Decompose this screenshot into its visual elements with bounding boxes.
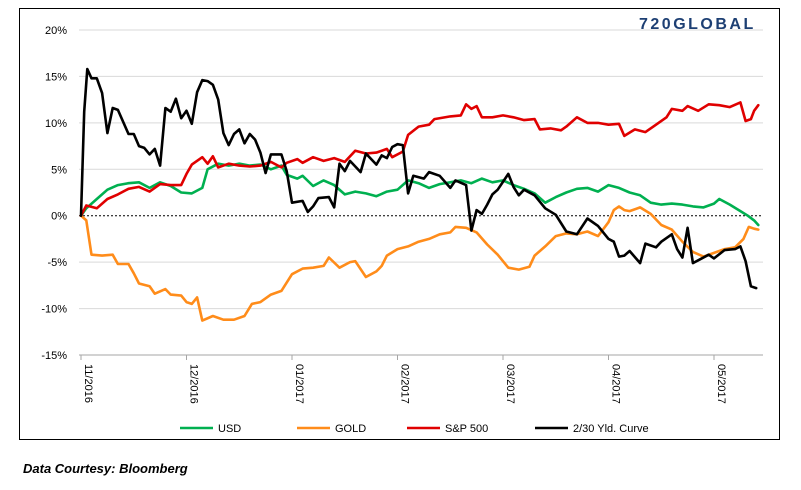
- y-tick-label: 15%: [45, 71, 67, 83]
- legend-label: GOLD: [335, 423, 366, 435]
- x-tick-label: 05/2017: [715, 364, 727, 404]
- x-tick-label: 02/2017: [399, 364, 411, 404]
- y-tick-label: 20%: [45, 25, 67, 37]
- legend-label: USD: [218, 423, 241, 435]
- data-source-caption: Data Courtesy: Bloomberg: [23, 461, 188, 476]
- x-tick-label: 03/2017: [504, 364, 516, 404]
- series-line-gold: [79, 205, 760, 322]
- y-tick-label: -15%: [41, 350, 67, 362]
- series-line-2-30-yld-curve: [79, 67, 758, 290]
- x-tick-label: 11/2016: [82, 364, 94, 403]
- y-tick-label: -5%: [47, 257, 67, 269]
- y-tick-label: 10%: [45, 118, 67, 130]
- brand-logo: 720GLOBAL: [639, 16, 756, 33]
- y-tick-label: -10%: [41, 304, 67, 316]
- series-line-s-p-500: [79, 101, 760, 217]
- legend-label: 2/30 Yld. Curve: [573, 423, 649, 435]
- legend-label: S&P 500: [445, 423, 488, 435]
- y-tick-label: 0%: [51, 211, 67, 223]
- x-tick-label: 04/2017: [610, 364, 622, 404]
- series-line-usd: [79, 162, 760, 227]
- y-tick-label: 5%: [51, 164, 67, 176]
- chart-frame: [19, 8, 780, 440]
- x-tick-label: 12/2016: [188, 364, 200, 404]
- x-tick-label: 01/2017: [293, 364, 305, 404]
